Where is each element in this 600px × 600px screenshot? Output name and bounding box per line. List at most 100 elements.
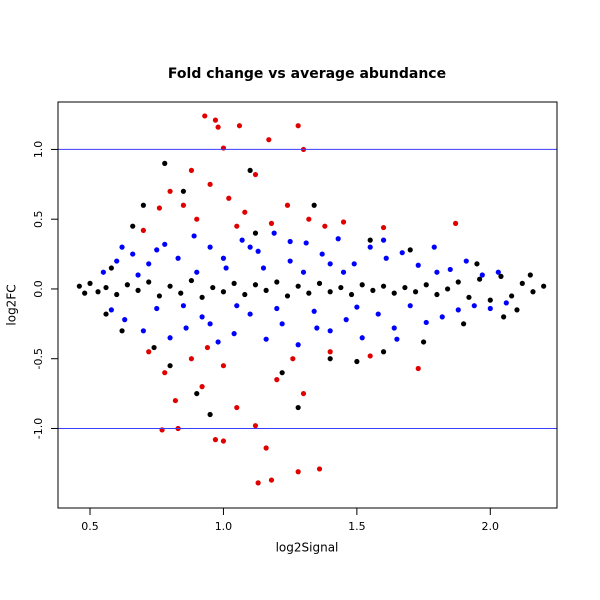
point [260, 265, 267, 271]
point [199, 384, 205, 390]
point [220, 255, 227, 261]
point [199, 294, 205, 300]
point [178, 290, 184, 296]
point [407, 247, 413, 253]
point [100, 269, 106, 275]
point [207, 244, 213, 250]
point [327, 356, 333, 362]
point [322, 223, 328, 229]
point [167, 363, 173, 369]
point [466, 294, 472, 300]
point [340, 219, 347, 225]
point [380, 224, 387, 231]
point [327, 349, 333, 355]
point [380, 349, 387, 355]
point [255, 248, 261, 254]
point [234, 303, 240, 309]
point [252, 423, 259, 429]
point [461, 321, 467, 327]
point [274, 377, 280, 383]
point [135, 287, 141, 293]
point [402, 284, 408, 291]
point [242, 209, 248, 215]
point [415, 262, 421, 268]
point [175, 255, 181, 261]
point [231, 280, 237, 286]
point [295, 283, 301, 289]
point [114, 258, 120, 264]
point [180, 303, 187, 309]
point [327, 261, 333, 267]
point [103, 311, 109, 317]
point [431, 244, 437, 250]
point [501, 314, 507, 320]
point [247, 311, 253, 317]
point [180, 202, 187, 208]
point [140, 227, 146, 233]
point [274, 279, 280, 285]
point [367, 353, 373, 359]
point [471, 303, 477, 309]
point [220, 289, 227, 295]
point [207, 321, 213, 327]
point [300, 269, 307, 275]
point [452, 220, 459, 226]
y-tick-label: -0.5 [32, 348, 45, 369]
point [140, 328, 146, 334]
point [354, 358, 360, 365]
point [375, 311, 381, 317]
point [119, 328, 125, 334]
point [234, 404, 240, 411]
point [194, 216, 200, 222]
point [194, 269, 200, 275]
point [180, 188, 187, 194]
point [447, 266, 453, 273]
point [530, 289, 536, 295]
plot-frame [57, 101, 558, 509]
point [487, 305, 493, 312]
point [495, 269, 501, 275]
point [146, 279, 152, 285]
point [509, 293, 515, 299]
point [391, 290, 397, 296]
point [383, 255, 389, 261]
point [514, 307, 520, 313]
point [527, 272, 533, 278]
point [87, 280, 93, 286]
point [343, 317, 349, 323]
point [311, 308, 317, 314]
point [367, 237, 373, 243]
point [477, 276, 483, 282]
point [306, 216, 312, 222]
point [303, 240, 309, 246]
point [284, 293, 291, 299]
point [215, 339, 221, 345]
point [407, 303, 413, 309]
point [194, 390, 200, 397]
point [266, 137, 272, 143]
point [415, 365, 421, 372]
point [172, 397, 179, 404]
point [167, 188, 173, 194]
point [234, 223, 240, 229]
point [290, 356, 296, 362]
point [108, 307, 114, 313]
point [300, 390, 307, 397]
point [268, 477, 275, 483]
point [295, 123, 301, 129]
point [154, 305, 160, 312]
point [119, 244, 125, 250]
point [412, 289, 419, 295]
point [444, 286, 451, 292]
point [82, 290, 88, 296]
x-axis-label: log2Signal [276, 541, 339, 555]
point [239, 237, 245, 243]
point [311, 202, 317, 208]
point [252, 282, 259, 288]
point [399, 250, 405, 256]
point [263, 336, 269, 342]
point [188, 356, 195, 362]
